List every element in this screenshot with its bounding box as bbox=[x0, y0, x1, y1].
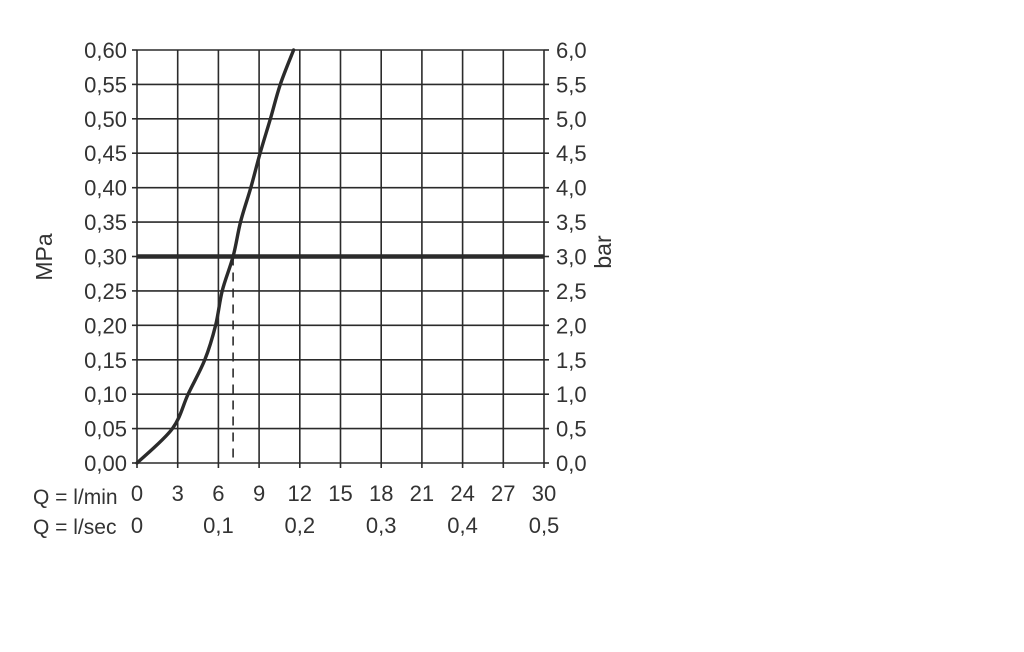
svg-text:0,45: 0,45 bbox=[84, 141, 127, 166]
svg-text:21: 21 bbox=[410, 481, 434, 506]
svg-text:0: 0 bbox=[131, 481, 143, 506]
svg-text:0,05: 0,05 bbox=[84, 417, 127, 442]
svg-text:MPa: MPa bbox=[31, 233, 57, 281]
svg-text:6: 6 bbox=[212, 481, 224, 506]
svg-text:2,0: 2,0 bbox=[556, 313, 587, 338]
svg-text:0,40: 0,40 bbox=[84, 176, 127, 201]
svg-text:24: 24 bbox=[450, 481, 474, 506]
svg-text:5,5: 5,5 bbox=[556, 72, 587, 97]
svg-text:0,25: 0,25 bbox=[84, 279, 127, 304]
svg-text:0,30: 0,30 bbox=[84, 245, 127, 270]
svg-text:4,5: 4,5 bbox=[556, 141, 587, 166]
svg-text:0: 0 bbox=[131, 513, 143, 538]
svg-text:3,0: 3,0 bbox=[556, 245, 587, 270]
svg-text:0,50: 0,50 bbox=[84, 107, 127, 132]
svg-text:0,35: 0,35 bbox=[84, 210, 127, 235]
svg-text:3,5: 3,5 bbox=[556, 210, 587, 235]
svg-text:4,0: 4,0 bbox=[556, 176, 587, 201]
svg-text:0,5: 0,5 bbox=[529, 513, 560, 538]
svg-text:0,3: 0,3 bbox=[366, 513, 397, 538]
svg-text:18: 18 bbox=[369, 481, 393, 506]
svg-text:0,0: 0,0 bbox=[556, 451, 587, 476]
svg-text:15: 15 bbox=[328, 481, 352, 506]
svg-text:9: 9 bbox=[253, 481, 265, 506]
svg-text:Q = l/sec: Q = l/sec bbox=[33, 516, 116, 539]
svg-text:2,5: 2,5 bbox=[556, 279, 587, 304]
svg-text:0,2: 0,2 bbox=[285, 513, 316, 538]
svg-text:5,0: 5,0 bbox=[556, 107, 587, 132]
svg-text:0,55: 0,55 bbox=[84, 72, 127, 97]
svg-text:12: 12 bbox=[288, 481, 312, 506]
svg-text:1,0: 1,0 bbox=[556, 382, 587, 407]
svg-text:0,4: 0,4 bbox=[447, 513, 478, 538]
svg-text:6,0: 6,0 bbox=[556, 38, 587, 63]
svg-text:3: 3 bbox=[172, 481, 184, 506]
svg-text:30: 30 bbox=[532, 481, 556, 506]
svg-text:0,15: 0,15 bbox=[84, 348, 127, 373]
svg-text:0,20: 0,20 bbox=[84, 313, 127, 338]
svg-text:1,5: 1,5 bbox=[556, 348, 587, 373]
svg-text:0,60: 0,60 bbox=[84, 38, 127, 63]
svg-text:0,00: 0,00 bbox=[84, 451, 127, 476]
svg-text:bar: bar bbox=[590, 235, 616, 269]
svg-text:0,1: 0,1 bbox=[203, 513, 234, 538]
svg-text:27: 27 bbox=[491, 481, 515, 506]
svg-text:0,5: 0,5 bbox=[556, 417, 587, 442]
svg-text:Q = l/min: Q = l/min bbox=[33, 486, 118, 509]
svg-text:0,10: 0,10 bbox=[84, 382, 127, 407]
